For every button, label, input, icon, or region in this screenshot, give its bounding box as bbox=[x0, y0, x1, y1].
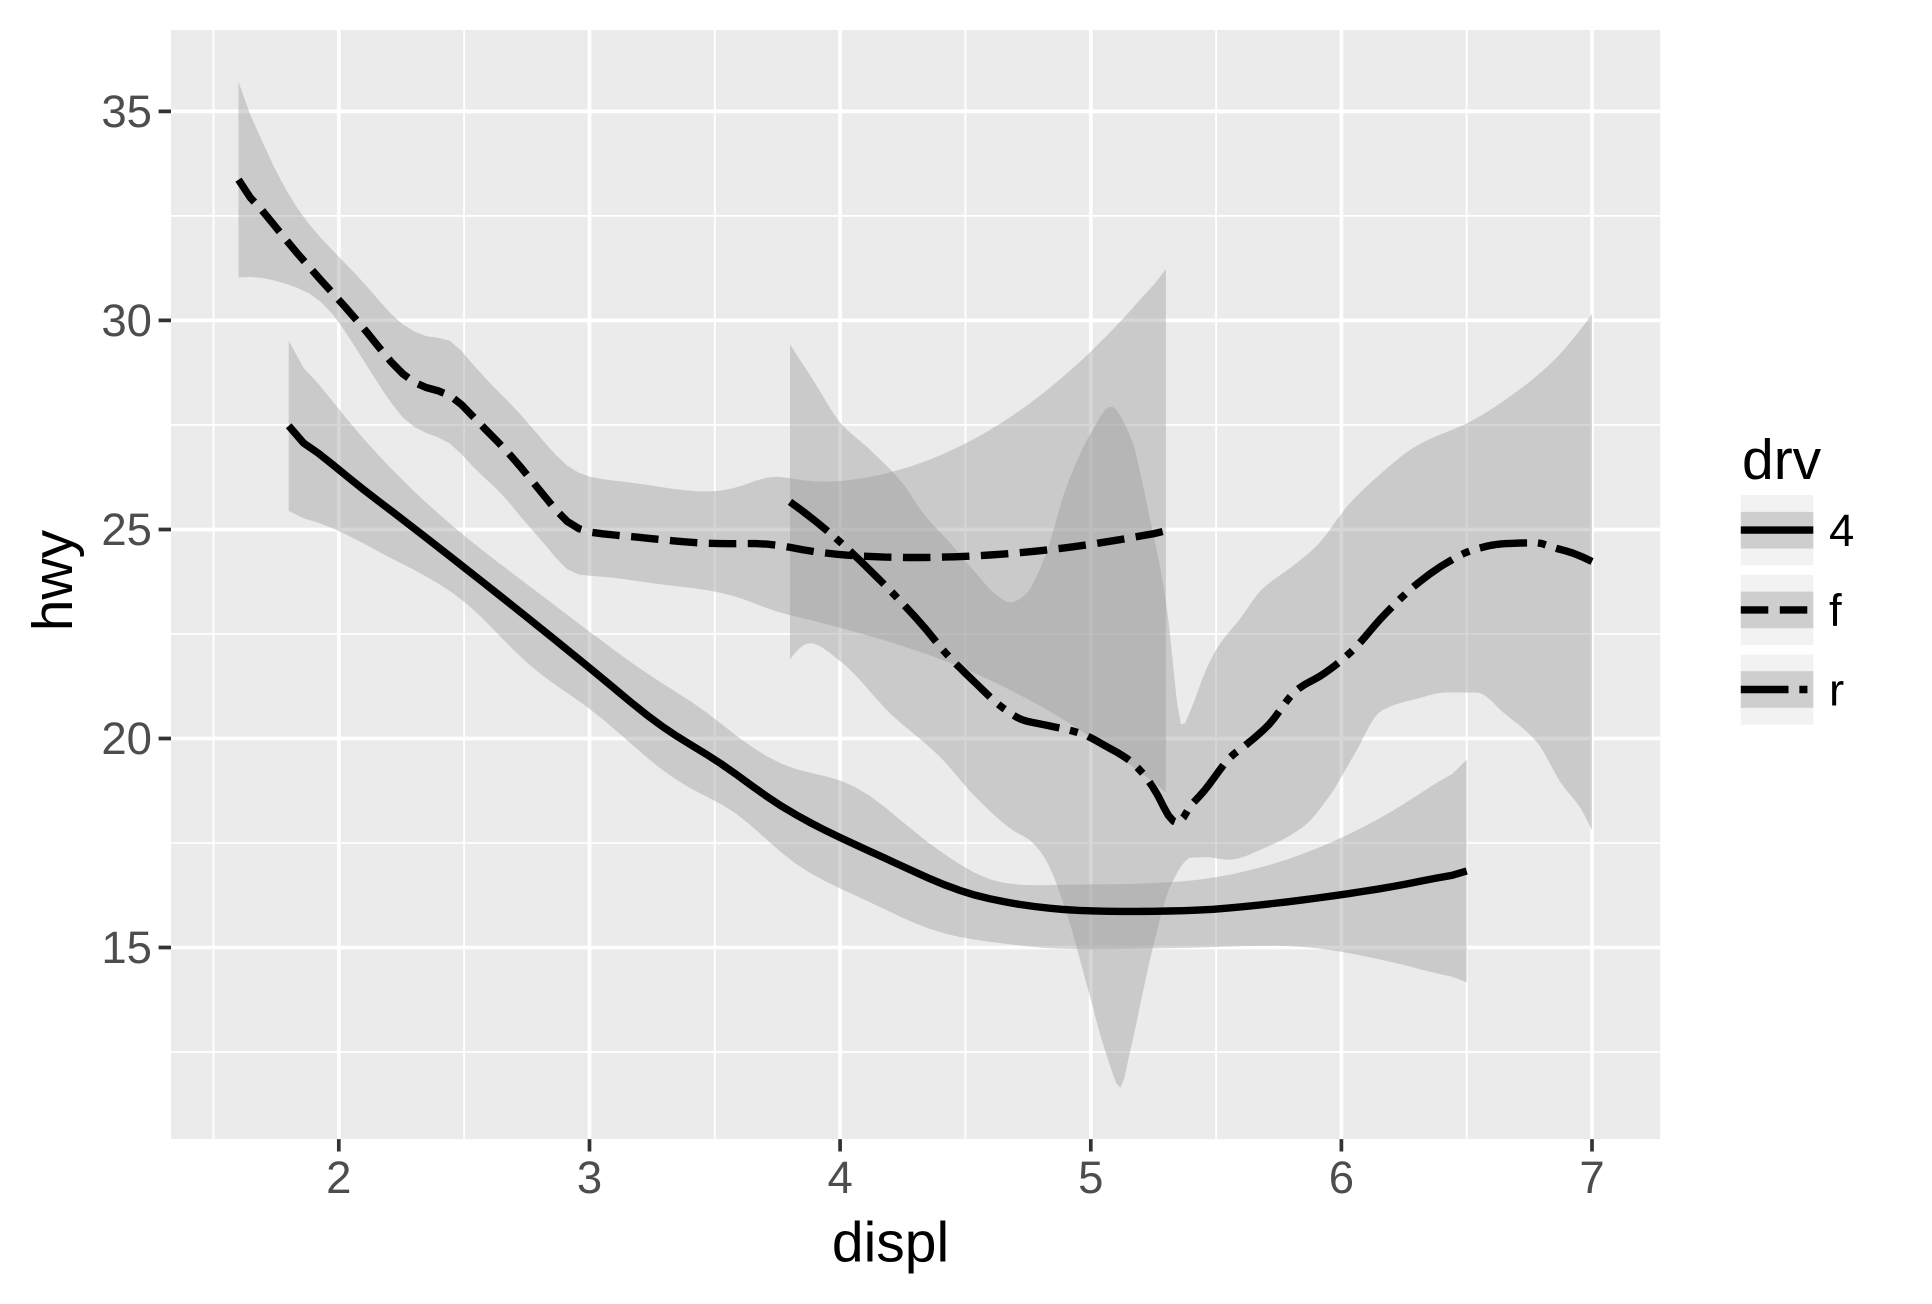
svg-text:5: 5 bbox=[1078, 1152, 1103, 1203]
svg-text:f: f bbox=[1829, 585, 1842, 636]
svg-text:2: 2 bbox=[326, 1152, 351, 1203]
svg-text:drv: drv bbox=[1742, 428, 1822, 492]
svg-text:25: 25 bbox=[101, 504, 152, 555]
svg-text:3: 3 bbox=[577, 1152, 602, 1203]
svg-text:r: r bbox=[1829, 665, 1844, 716]
svg-text:30: 30 bbox=[101, 295, 152, 346]
svg-text:6: 6 bbox=[1329, 1152, 1354, 1203]
svg-text:7: 7 bbox=[1579, 1152, 1604, 1203]
svg-text:35: 35 bbox=[101, 86, 152, 137]
svg-text:4: 4 bbox=[827, 1152, 852, 1203]
svg-text:20: 20 bbox=[101, 713, 152, 764]
svg-text:15: 15 bbox=[101, 922, 152, 973]
svg-text:hwy: hwy bbox=[21, 529, 85, 631]
svg-text:4: 4 bbox=[1829, 505, 1854, 556]
svg-text:displ: displ bbox=[832, 1211, 949, 1275]
